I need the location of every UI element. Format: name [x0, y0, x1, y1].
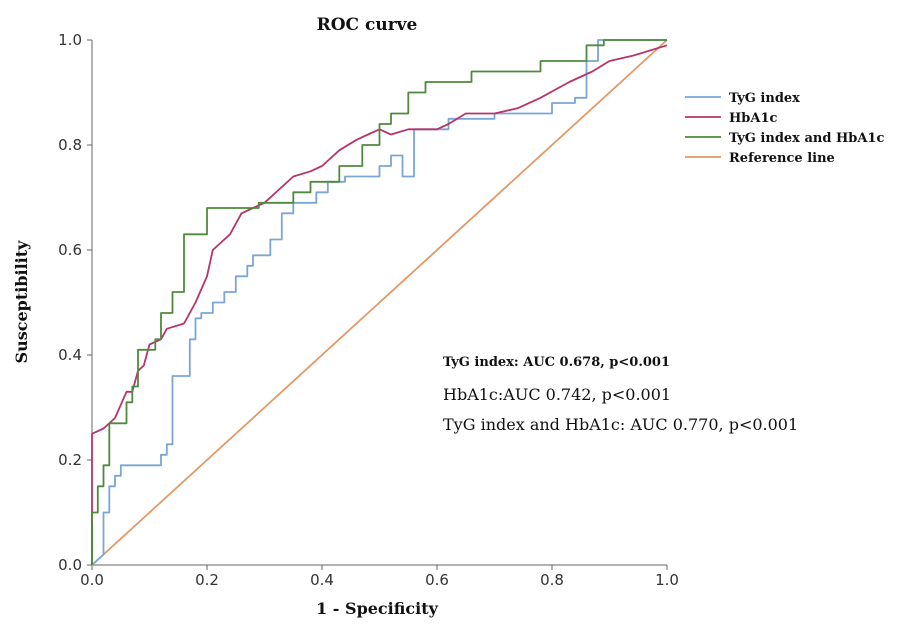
y-tick-label: 0.6: [58, 241, 82, 259]
series-line-tyg-index: [91, 39, 667, 566]
chart-title: ROC curve: [317, 15, 418, 35]
annotation-combined: TyG index and HbA1c: AUC 0.770, p<0.001: [443, 415, 798, 434]
annotation-tyg: TyG index: AUC 0.678, p<0.001: [443, 355, 670, 370]
y-tick-label: 0.0: [58, 556, 82, 574]
legend-label-tyg-index-and-hba1c: TyG index and HbA1c: [729, 131, 884, 146]
y-tick-label: 0.2: [58, 451, 82, 469]
x-tick-label: 0.4: [310, 571, 334, 589]
x-tick-label: 1.0: [655, 571, 679, 589]
legend-label-reference-line: Reference line: [729, 151, 835, 166]
series-line-tyg-index-and-hba1c: [91, 39, 667, 565]
y-tick-label: 1.0: [58, 31, 82, 49]
legend: TyG index HbA1c TyG index and HbA1c Referen…: [685, 91, 884, 166]
x-tick-label: 0.8: [540, 571, 564, 589]
x-ticks: 0.0 0.2 0.4 0.6 0.8 1.0: [80, 565, 679, 589]
x-axis-label: 1 - Specificity: [316, 599, 439, 618]
x-tick-label: 0.2: [195, 571, 219, 589]
series-line-reference-line: [91, 39, 668, 566]
x-tick-label: 0.0: [80, 571, 104, 589]
x-tick-label: 0.6: [425, 571, 449, 589]
y-axis-label: Susceptibility: [12, 240, 31, 364]
series-line-hba1c: [91, 44, 668, 565]
y-ticks: 0.0 0.2 0.4 0.6 0.8 1.0: [58, 31, 92, 574]
y-tick-label: 0.8: [58, 136, 82, 154]
legend-label-hba1c: HbA1c: [729, 111, 778, 126]
y-tick-label: 0.4: [58, 346, 82, 364]
series-layer: [91, 39, 668, 566]
legend-label-tyg-index: TyG index: [729, 91, 800, 106]
annotation-hba1c: HbA1c:AUC 0.742, p<0.001: [443, 385, 671, 404]
